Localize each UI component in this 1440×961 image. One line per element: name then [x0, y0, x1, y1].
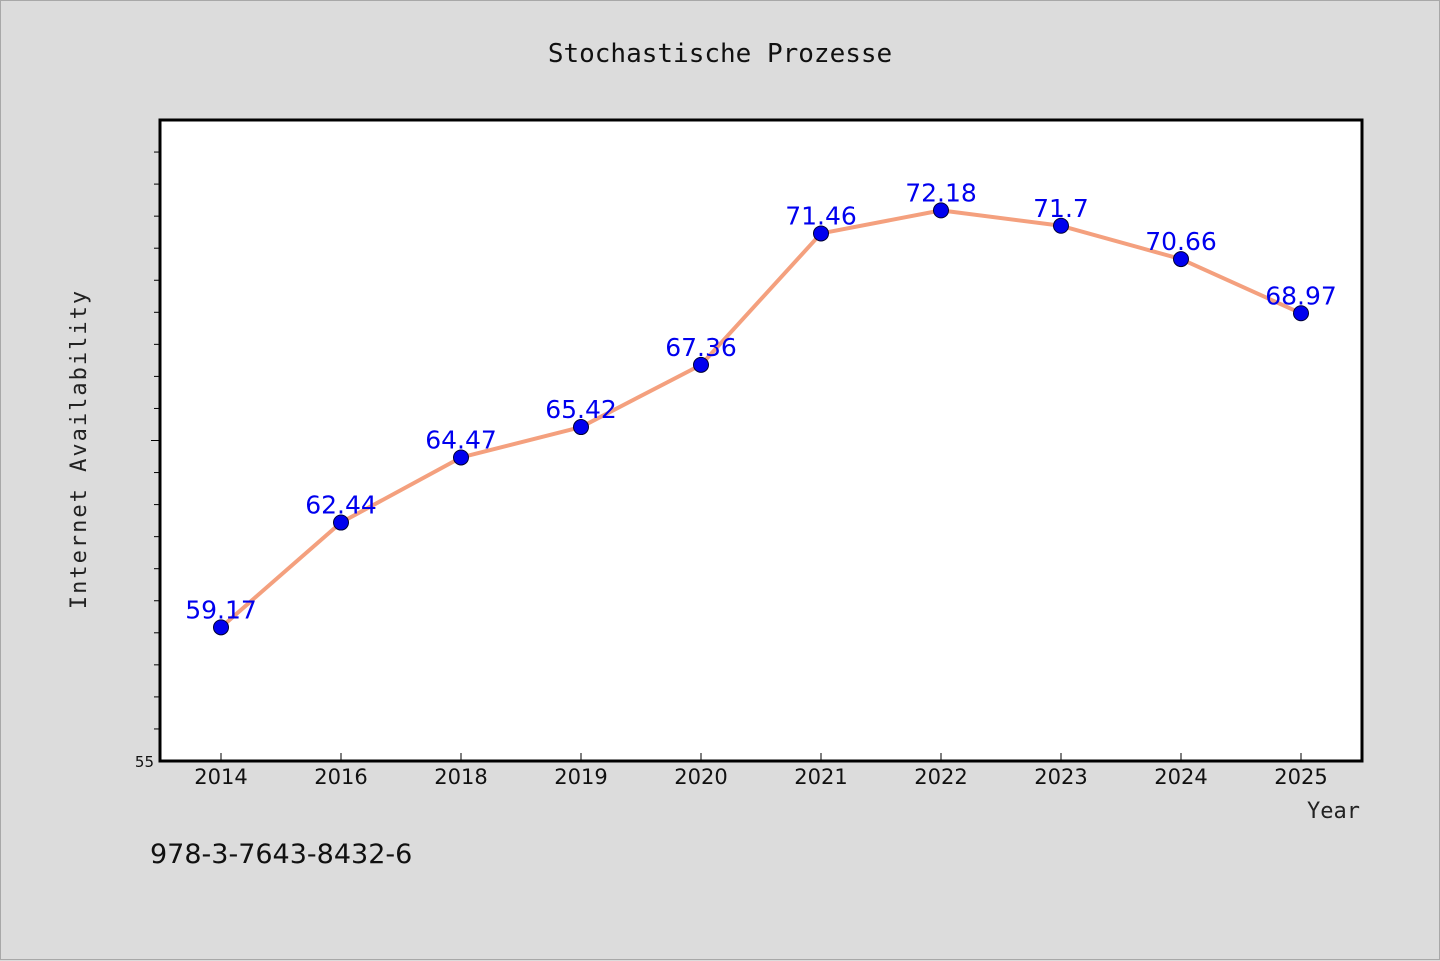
- x-tick-label: 2018: [434, 765, 487, 789]
- data-label: 70.66: [1145, 227, 1217, 256]
- series-layer: 59.17 62.44 64.47 65.42 67.36 71.46 72.18 71.7 7…: [185, 178, 1337, 636]
- x-tick-label: 2021: [794, 765, 847, 789]
- data-label: 65.42: [545, 395, 617, 424]
- data-point: [693, 356, 709, 373]
- x-tick-label: 2022: [914, 765, 967, 789]
- x-tick-label: 2025: [1274, 765, 1327, 789]
- y-axis-label: Internet Availability: [67, 289, 92, 609]
- data-label: 59.17: [185, 595, 257, 624]
- y-axis-ticks: [151, 151, 160, 730]
- x-tick-label: 2014: [194, 765, 247, 789]
- data-point: [453, 449, 469, 466]
- data-label: 71.46: [785, 201, 857, 230]
- x-tick-label: 2023: [1034, 765, 1087, 789]
- data-point: [333, 514, 349, 531]
- data-point: [213, 619, 229, 636]
- y-tick-label-min: 55: [135, 753, 154, 771]
- data-point: [813, 225, 829, 242]
- data-label: 64.47: [425, 425, 497, 454]
- data-label: 67.36: [665, 333, 737, 362]
- x-tick-label: 2020: [674, 765, 727, 789]
- isbn-text: 978-3-7643-8432-6: [150, 839, 412, 870]
- x-tick-label: 2016: [314, 765, 367, 789]
- data-point: [1053, 217, 1069, 234]
- data-point: [1173, 251, 1189, 268]
- data-label: 72.18: [905, 178, 977, 207]
- data-point: [1293, 305, 1309, 322]
- plot-area: [158, 118, 1364, 763]
- chart-title: Stochastische Prozesse: [548, 39, 892, 69]
- data-label: 68.97: [1265, 281, 1337, 310]
- x-tick-label: 2019: [554, 765, 607, 789]
- data-label: 62.44: [305, 491, 377, 520]
- x-tick-label: 2024: [1154, 765, 1207, 789]
- x-axis-label: Year: [1307, 799, 1360, 824]
- data-point: [573, 419, 589, 436]
- series-line: [219, 208, 1303, 630]
- data-point: [933, 202, 949, 219]
- data-label: 71.7: [1033, 194, 1089, 223]
- x-axis-ticks: 2014 2016 2018 2019 2020 2021 2022 2023 2024 2025: [194, 753, 1328, 789]
